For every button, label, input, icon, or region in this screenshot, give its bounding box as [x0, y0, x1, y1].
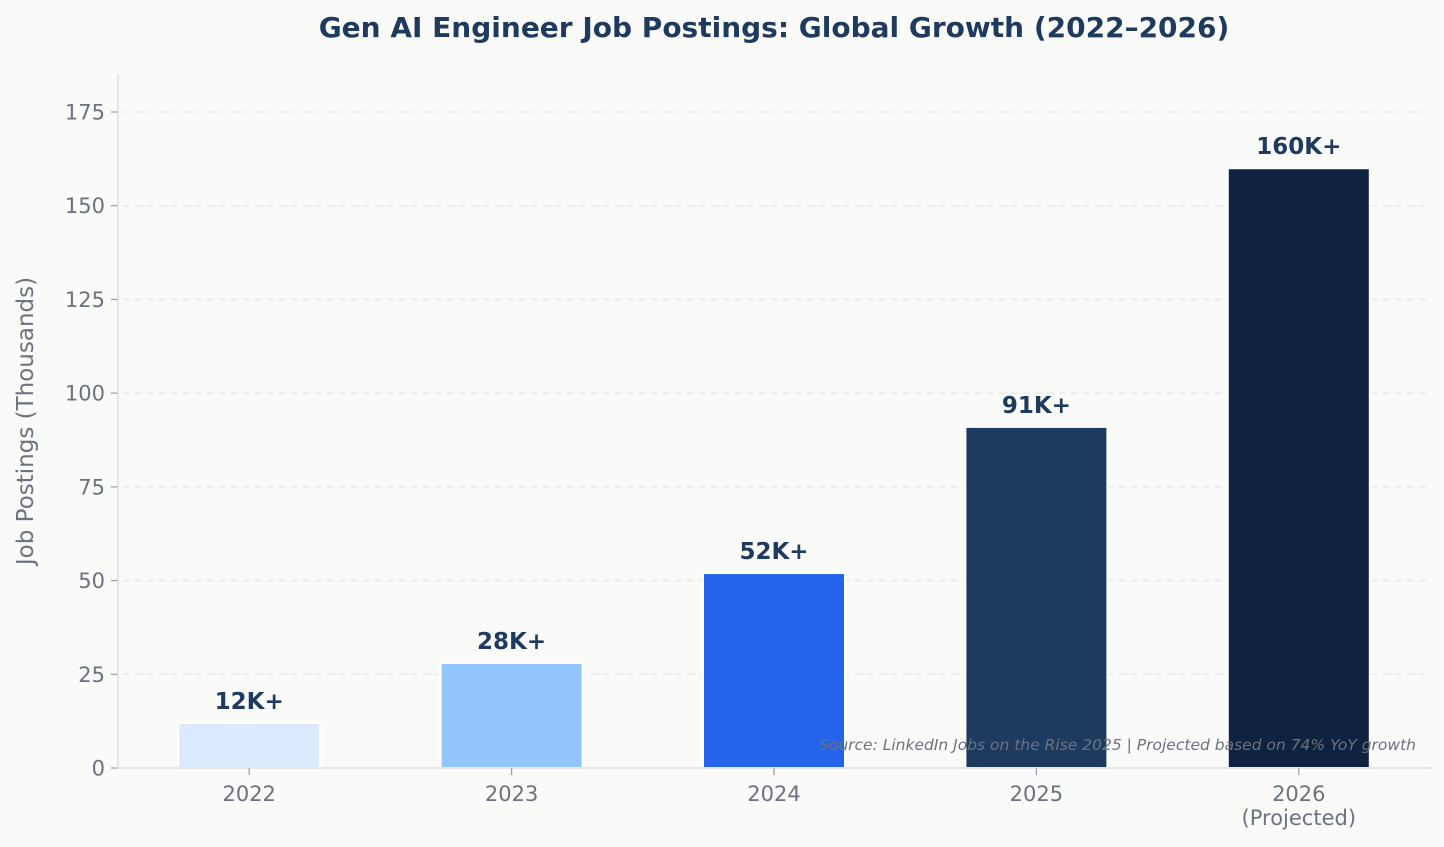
bar-value-label: 12K+	[215, 689, 284, 715]
y-tick-label: 100	[65, 382, 105, 406]
bar-value-label: 52K+	[739, 539, 808, 565]
y-tick-label: 50	[78, 569, 105, 593]
source-note: Source: LinkedIn Jobs on the Rise 2025 |…	[819, 736, 1416, 754]
y-tick-label: 175	[65, 101, 105, 125]
x-tick-label: 2024	[747, 782, 800, 806]
bars	[177, 167, 1371, 770]
bar	[177, 722, 322, 770]
y-axis-label: Job Postings (Thousands)	[13, 277, 39, 567]
bar	[964, 425, 1109, 769]
x-tick-label: 2026	[1272, 782, 1325, 806]
y-tick-label: 150	[65, 194, 105, 218]
bar-value-label: 160K+	[1256, 134, 1341, 160]
bar	[439, 662, 584, 769]
x-tick-label: 2022	[222, 782, 275, 806]
y-tick-label: 0	[92, 757, 105, 781]
y-tick-label: 25	[78, 663, 105, 687]
bar	[1226, 167, 1371, 769]
data-labels: 12K+ 28K+ 52K+ 91K+ 160K+	[215, 134, 1342, 715]
x-tick-label: 2025	[1010, 782, 1063, 806]
bar	[702, 572, 846, 769]
bar-value-label: 28K+	[477, 629, 546, 655]
y-axis: 0 25 50 75 100 125 150 175	[65, 74, 119, 781]
x-axis: 2022 2023 2024 2025 2026(Projected)	[118, 767, 1430, 830]
chart-title: Gen AI Engineer Job Postings: Global Gro…	[319, 11, 1230, 44]
y-tick-label: 75	[78, 475, 105, 499]
bar-value-label: 91K+	[1002, 393, 1071, 419]
y-tick-label: 125	[65, 288, 105, 312]
x-tick-label: 2023	[485, 782, 538, 806]
x-tick-label: (Projected)	[1242, 806, 1357, 830]
